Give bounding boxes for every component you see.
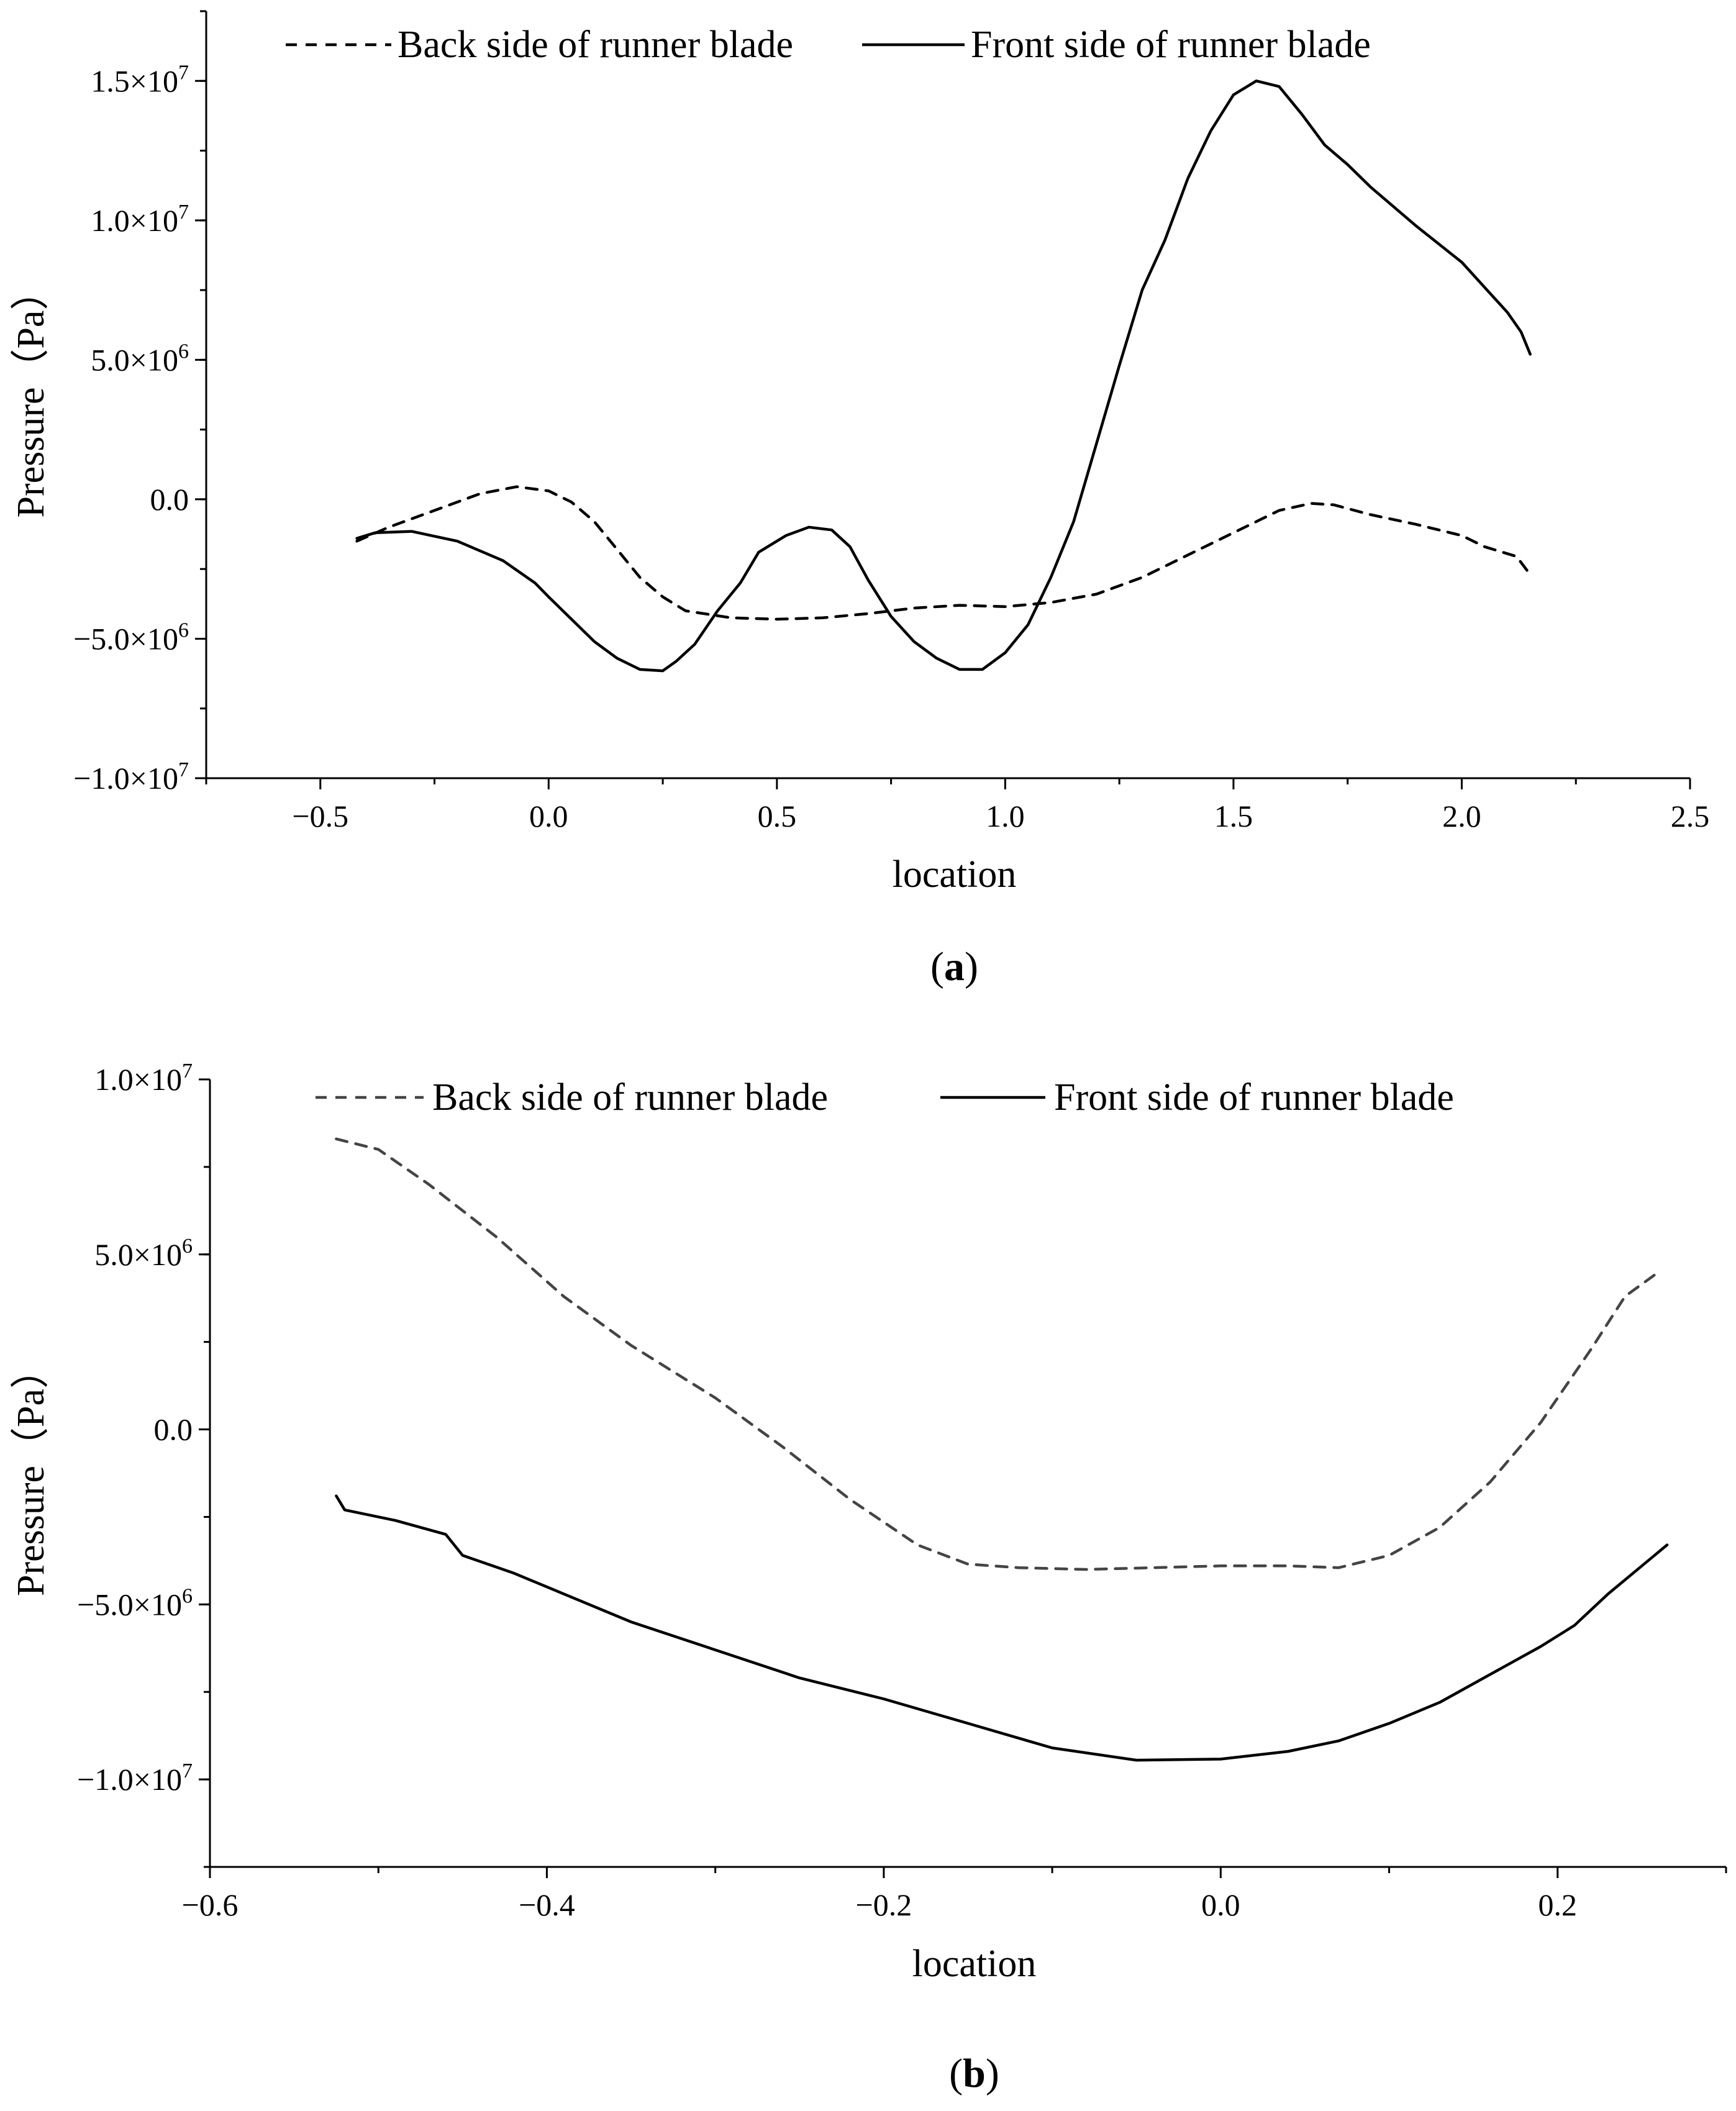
y-tick-mantissa: 5.0×10 [94, 1237, 182, 1272]
chart-panel-b: −0.6 −0.4 −0.2 0.0 0.2−1.0×107−5.0×1060.05.0… [10, 1060, 1727, 2096]
y-tick-mantissa: 0.0 [150, 482, 189, 517]
legend-label-back-side: Back side of runner blade [398, 24, 793, 66]
x-tick-label: 1.5 [1214, 799, 1253, 833]
y-tick-mantissa: −1.0×10 [77, 1762, 182, 1797]
x-axis-title: location [912, 1943, 1037, 1985]
y-tick-exponent: 6 [182, 1584, 193, 1607]
panel-label-letter: b [963, 2051, 986, 2096]
y-tick-label: −5.0×106 [73, 619, 189, 656]
x-tick-label: 0.5 [758, 799, 797, 833]
panel-label: (b) [949, 2051, 999, 2096]
y-tick-label: −1.0×107 [73, 758, 189, 796]
x-tick-label: 1.0 [986, 799, 1025, 833]
series-line-front-side [335, 1494, 1669, 1762]
legend-label-front-side: Front side of runner blade [971, 24, 1371, 66]
y-tick-mantissa: −5.0×10 [73, 621, 178, 656]
y-tick-exponent: 7 [178, 201, 189, 224]
series-line-back-side [335, 1137, 1660, 1571]
x-tick-label: −0.4 [519, 1887, 575, 1922]
x-tick-label: −0.6 [182, 1887, 239, 1922]
y-tick-label: −5.0×106 [77, 1584, 193, 1622]
y-tick-label: 1.5×107 [91, 61, 189, 98]
y-tick-mantissa: −1.0×10 [73, 761, 178, 796]
y-tick-exponent: 7 [178, 61, 189, 84]
x-tick-label: 0.0 [1201, 1887, 1240, 1922]
y-tick-label: 0.0 [150, 482, 189, 517]
y-tick-mantissa: 1.5×10 [91, 63, 178, 98]
y-axis-title: Pressure（Pa） [10, 271, 52, 517]
x-axis-title: location [893, 853, 1017, 896]
series-line-back-side [355, 485, 1532, 621]
y-tick-exponent: 7 [182, 1759, 193, 1782]
y-tick-mantissa: 0.0 [154, 1412, 193, 1447]
y-tick-label: 5.0×106 [91, 340, 189, 377]
y-tick-mantissa: 1.0×10 [91, 203, 178, 238]
x-tick-label: 0.0 [529, 799, 568, 833]
x-tick-label: 2.0 [1442, 799, 1481, 833]
y-tick-exponent: 6 [178, 619, 189, 642]
series-line-front-side [355, 79, 1532, 673]
x-tick-label: −0.2 [856, 1887, 912, 1922]
y-tick-exponent: 7 [178, 758, 189, 781]
panel-label-letter: a [944, 944, 965, 989]
y-tick-label: 0.0 [154, 1412, 193, 1447]
panel-label-open: ( [949, 2051, 963, 2096]
x-tick-label: −0.5 [292, 799, 348, 833]
y-axis-title: Pressure（Pa） [10, 1350, 52, 1596]
y-tick-label: 1.0×107 [94, 1060, 193, 1097]
y-tick-exponent: 6 [178, 340, 189, 363]
panel-label: (a) [930, 944, 978, 989]
y-tick-exponent: 6 [182, 1235, 193, 1258]
y-tick-mantissa: −5.0×10 [77, 1587, 182, 1622]
y-tick-mantissa: 1.0×10 [94, 1062, 182, 1097]
panel-label-close: ) [986, 2051, 999, 2096]
panel-label-open: ( [930, 944, 944, 989]
x-tick-label: 2.5 [1671, 799, 1710, 833]
y-tick-label: −1.0×107 [77, 1759, 193, 1797]
legend-label-front-side: Front side of runner blade [1054, 1076, 1454, 1119]
y-tick-exponent: 7 [182, 1060, 193, 1083]
y-tick-label: 1.0×107 [91, 201, 189, 238]
y-tick-mantissa: 5.0×10 [91, 342, 178, 377]
legend-label-back-side: Back side of runner blade [432, 1076, 828, 1119]
y-tick-label: 5.0×106 [94, 1235, 193, 1272]
x-tick-label: 0.2 [1538, 1887, 1578, 1922]
panel-label-close: ) [965, 944, 978, 989]
chart-panel-a: −0.5 0.0 0.5 1.0 1.5 2.0 2.5−1.0×107−5.0×1060.… [10, 10, 1710, 989]
